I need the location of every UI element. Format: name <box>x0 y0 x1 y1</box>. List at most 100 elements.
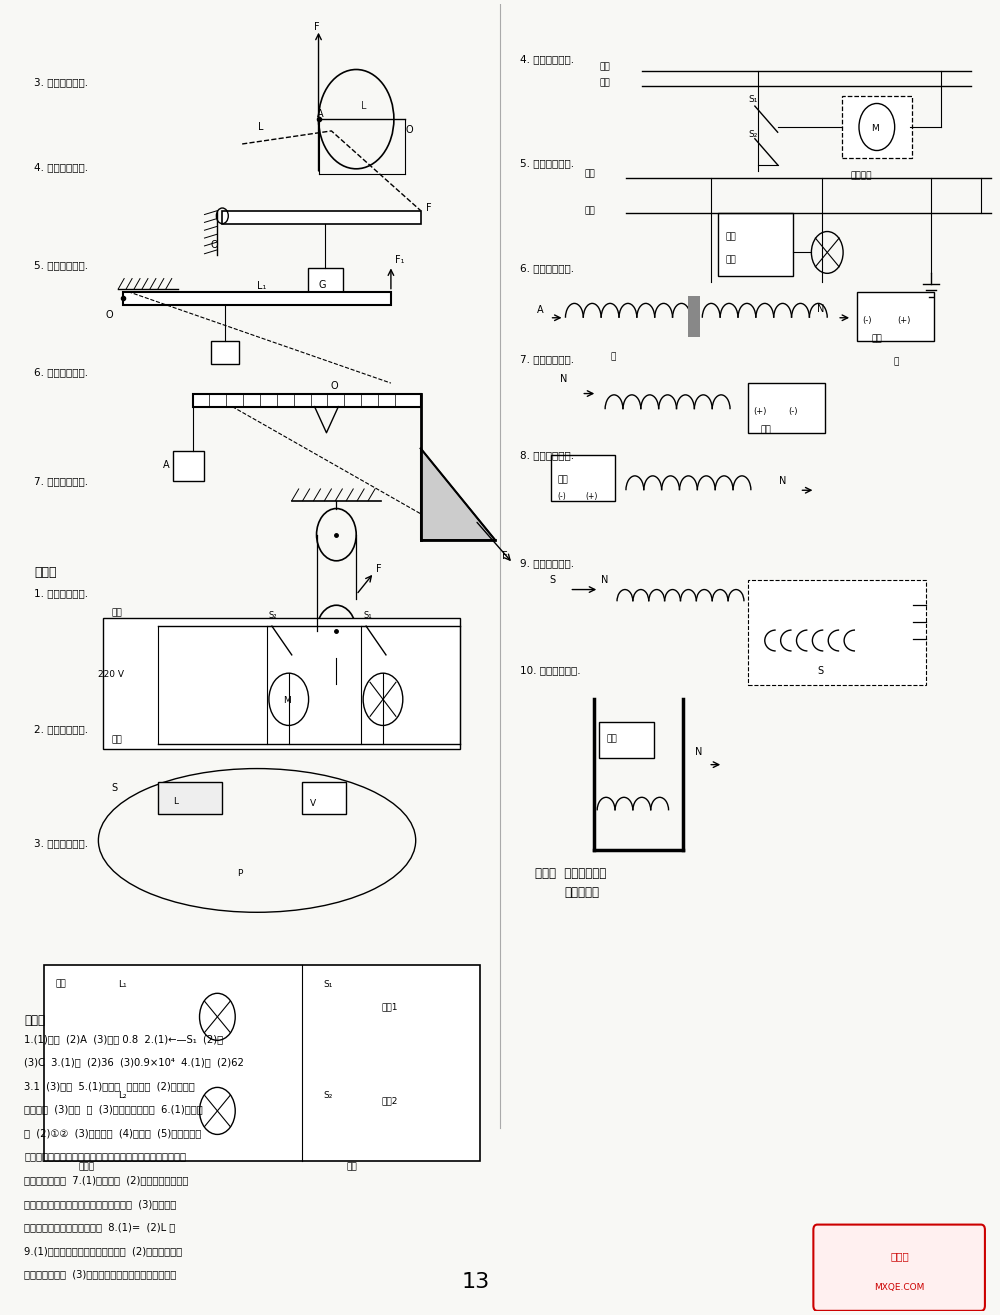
Text: 9. 解：如图所示.: 9. 解：如图所示. <box>520 559 574 568</box>
Text: 火线: 火线 <box>584 170 595 179</box>
Text: 4. 解：如图所示.: 4. 解：如图所示. <box>520 54 574 64</box>
Text: 3.1  (3)不变  5.(1)初速度  控制变量  (2)减小钩码: 3.1 (3)不变 5.(1)初速度 控制变量 (2)减小钩码 <box>24 1081 195 1091</box>
FancyBboxPatch shape <box>718 213 793 276</box>
Text: 类型三: 类型三 <box>34 565 56 579</box>
Text: 火线: 火线 <box>599 62 610 71</box>
Text: 220 V: 220 V <box>98 669 124 679</box>
FancyBboxPatch shape <box>551 455 615 501</box>
Text: 乙: 乙 <box>894 358 899 367</box>
Text: L₁: L₁ <box>257 281 266 292</box>
Text: 液体压强随深度的增加而增加  8.(1)=  (2)L 倒: 液体压强随深度的增加而增加 8.(1)= (2)L 倒 <box>24 1222 175 1232</box>
FancyBboxPatch shape <box>44 965 480 1161</box>
FancyBboxPatch shape <box>321 684 352 710</box>
Text: N: N <box>779 476 786 487</box>
Text: S₁: S₁ <box>748 95 757 104</box>
Text: F: F <box>376 564 382 573</box>
Text: L: L <box>258 122 264 132</box>
Text: 5. 解：如图所示.: 5. 解：如图所示. <box>34 260 88 271</box>
Text: 6. 解：如图所示.: 6. 解：如图所示. <box>34 368 88 377</box>
Text: 针对性训练: 针对性训练 <box>564 886 599 899</box>
Text: V: V <box>310 800 316 809</box>
Text: MXQE.COM: MXQE.COM <box>874 1283 925 1291</box>
Text: 7. 解：如图所示.: 7. 解：如图所示. <box>520 355 574 364</box>
Text: O: O <box>330 381 338 391</box>
Text: 电源: 电源 <box>606 734 617 743</box>
Text: S: S <box>550 576 556 585</box>
Text: 病房: 病房 <box>346 1162 357 1172</box>
Text: 沙；在路面上撒盐加速融雪的融化；换防滑轮；安装防滑链；: 沙；在路面上撒盐加速融雪的融化；换防滑轮；安装防滑链； <box>24 1152 186 1161</box>
Text: 4. 解：如图所示.: 4. 解：如图所示. <box>34 163 88 172</box>
Text: 光控: 光控 <box>725 233 736 241</box>
Text: L₂: L₂ <box>118 1090 127 1099</box>
Text: O: O <box>105 310 113 320</box>
Polygon shape <box>421 448 495 540</box>
Text: (+): (+) <box>753 408 766 417</box>
FancyBboxPatch shape <box>308 268 343 301</box>
Text: 倾斜角度  (3)减小  拓  (3)越小做直线运动  6.(1)二力平: 倾斜角度 (3)减小 拓 (3)越小做直线运动 6.(1)二力平 <box>24 1105 203 1115</box>
Text: (+): (+) <box>585 492 598 501</box>
Text: (-): (-) <box>558 492 566 501</box>
Text: 病房2: 病房2 <box>381 1095 397 1105</box>
Text: 3. 解：如图所示.: 3. 解：如图所示. <box>34 838 88 848</box>
Text: 火线: 火线 <box>111 609 122 618</box>
Text: 零线: 零线 <box>111 735 122 744</box>
Text: 10. 解：如图所示.: 10. 解：如图所示. <box>520 665 580 676</box>
Text: 答案卷: 答案卷 <box>890 1251 909 1261</box>
Text: O: O <box>406 125 414 134</box>
Text: 电源: 电源 <box>761 426 772 435</box>
Text: (3)C  3.(1)右  (2)36  (3)0.9×10⁴  4.(1)右  (2)62: (3)C 3.(1)右 (2)36 (3)0.9×10⁴ 4.(1)右 (2)6… <box>24 1057 244 1068</box>
Text: O: O <box>210 239 218 250</box>
FancyBboxPatch shape <box>688 296 700 338</box>
FancyBboxPatch shape <box>748 383 825 433</box>
Text: L₁: L₁ <box>118 980 127 989</box>
Text: S₂: S₂ <box>269 611 277 621</box>
Text: 电源: 电源 <box>558 475 568 484</box>
Text: S₁: S₁ <box>363 611 372 621</box>
Text: A: A <box>163 460 169 471</box>
FancyBboxPatch shape <box>599 722 654 759</box>
FancyBboxPatch shape <box>813 1224 985 1311</box>
FancyBboxPatch shape <box>158 781 222 814</box>
FancyBboxPatch shape <box>173 451 204 481</box>
Text: 7. 解：如图所示.: 7. 解：如图所示. <box>34 476 88 487</box>
Text: 声控: 声控 <box>725 256 736 264</box>
Text: M: M <box>283 696 291 705</box>
Text: 体中，改变深度  (3)浮力的大小与物体排开液体的体积: 体中，改变深度 (3)浮力的大小与物体排开液体的体积 <box>24 1269 176 1279</box>
Text: 护士站: 护士站 <box>79 1162 95 1172</box>
Text: 6. 解：如图所示.: 6. 解：如图所示. <box>520 263 574 274</box>
Text: 甲: 甲 <box>610 352 615 362</box>
Text: 电源: 电源 <box>872 334 883 343</box>
Text: (+): (+) <box>898 316 911 325</box>
FancyBboxPatch shape <box>842 96 912 158</box>
Text: 衡  (2)①②  (3)粗糙程度  (4)不一定  (5)在路面上撒: 衡 (2)①② (3)粗糙程度 (4)不一定 (5)在路面上撒 <box>24 1128 201 1137</box>
Text: 深度，液体内部向各个方向的压强均相等  (3)同种液体: 深度，液体内部向各个方向的压强均相等 (3)同种液体 <box>24 1199 176 1208</box>
Text: F: F <box>502 551 508 560</box>
FancyBboxPatch shape <box>857 292 934 342</box>
Text: 8. 解：如图所示.: 8. 解：如图所示. <box>520 450 574 460</box>
Text: F₁: F₁ <box>395 255 404 266</box>
Text: S: S <box>817 665 823 676</box>
FancyBboxPatch shape <box>748 580 926 685</box>
FancyBboxPatch shape <box>103 618 460 750</box>
Text: 类型一: 类型一 <box>24 1014 45 1027</box>
Text: M: M <box>871 124 879 133</box>
FancyBboxPatch shape <box>123 292 391 305</box>
Text: 13: 13 <box>461 1272 489 1293</box>
Text: (-): (-) <box>862 316 871 325</box>
Text: S: S <box>111 784 117 793</box>
Text: N: N <box>817 304 825 313</box>
Text: 专题三  实验探究专题: 专题三 实验探究专题 <box>535 867 606 880</box>
Text: (-): (-) <box>789 408 798 417</box>
Text: 1.(1)小于  (2)A  (3)加速 0.8  2.(1)←—S₁  (2)小: 1.(1)小于 (2)A (3)加速 0.8 2.(1)←—S₁ (2)小 <box>24 1034 223 1044</box>
Text: 在车上放重物等  7.(1)重新安装  (2)同种液体，在同一: 在车上放重物等 7.(1)重新安装 (2)同种液体，在同一 <box>24 1176 188 1185</box>
FancyBboxPatch shape <box>211 342 239 363</box>
Text: 2. 解：如图所示.: 2. 解：如图所示. <box>34 725 88 734</box>
Text: N: N <box>695 747 703 756</box>
Text: S₂: S₂ <box>323 1090 333 1099</box>
Text: 零线: 零线 <box>584 206 595 216</box>
Text: G: G <box>319 280 326 291</box>
Text: 电铃: 电铃 <box>56 980 66 989</box>
Text: L: L <box>173 797 178 806</box>
Text: 5. 解：如图所示.: 5. 解：如图所示. <box>520 159 574 168</box>
Text: A: A <box>317 109 323 118</box>
